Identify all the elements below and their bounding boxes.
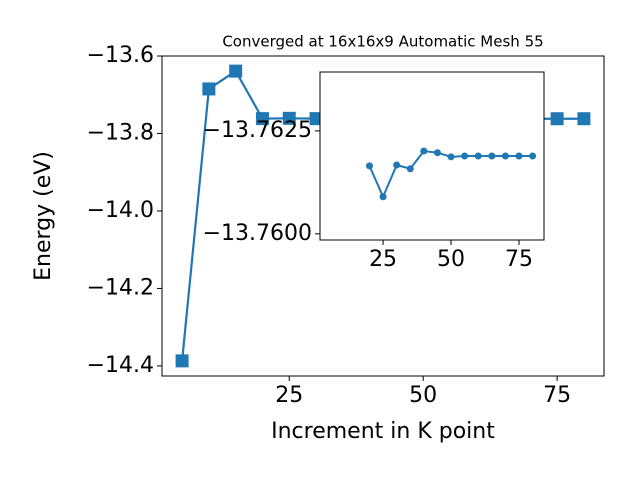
chart-title: Converged at 16x16x9 Automatic Mesh 55 xyxy=(222,33,543,51)
plot-area xyxy=(365,147,537,201)
y-tick-label: −13.6 xyxy=(87,43,154,68)
axes-frame xyxy=(319,71,545,241)
point xyxy=(202,82,216,96)
point xyxy=(406,165,414,173)
point xyxy=(550,112,564,126)
point xyxy=(488,152,496,160)
x-tick-label: 25 xyxy=(275,383,303,408)
point xyxy=(365,162,373,170)
point xyxy=(420,147,428,155)
y-tick-label: −13.8 xyxy=(87,120,154,145)
x-tick-label: 50 xyxy=(409,383,437,408)
point xyxy=(229,64,243,78)
x-tick-label: 75 xyxy=(505,247,533,272)
point xyxy=(447,153,455,161)
y-axis-label: Energy (eV) xyxy=(31,151,56,281)
point xyxy=(577,112,591,126)
y-tick-label: −14.0 xyxy=(87,198,154,223)
point xyxy=(461,152,469,160)
y-tick-label: −13.7625 xyxy=(203,118,312,143)
point xyxy=(393,161,401,169)
point xyxy=(529,152,537,160)
axes-frame xyxy=(161,55,605,377)
x-tick-label: 75 xyxy=(543,383,571,408)
point xyxy=(433,149,441,157)
y-tick-label: −13.7600 xyxy=(203,221,312,246)
point xyxy=(282,111,296,125)
x-axis-label: Increment in K point xyxy=(271,419,495,444)
x-tick-label: 50 xyxy=(437,247,465,272)
point xyxy=(474,152,482,160)
point xyxy=(501,152,509,160)
y-tick-label: −14.2 xyxy=(87,275,154,300)
point xyxy=(515,152,523,160)
point xyxy=(379,193,387,201)
point xyxy=(255,112,269,126)
point xyxy=(175,354,189,368)
point xyxy=(309,112,323,126)
x-tick-label: 25 xyxy=(369,247,397,272)
y-tick-label: −14.4 xyxy=(87,353,154,378)
